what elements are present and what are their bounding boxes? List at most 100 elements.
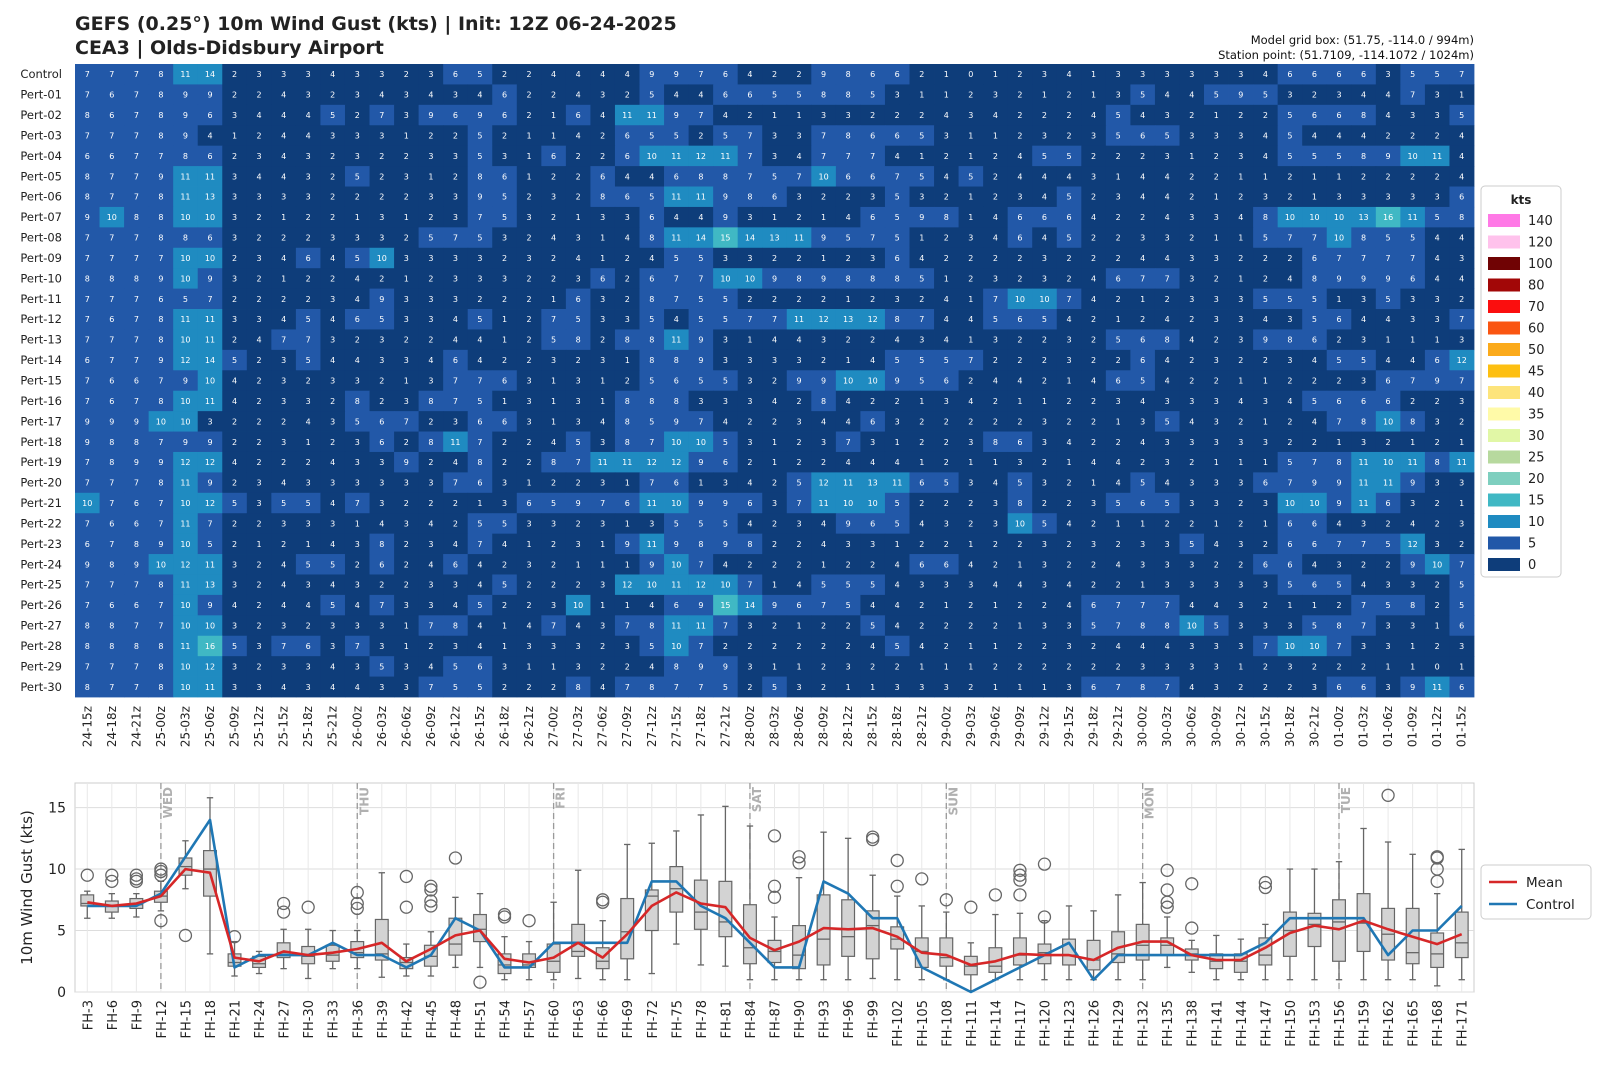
heatmap-cell: [418, 64, 444, 85]
legend-frame: [1480, 864, 1592, 920]
heatmap-cell: [173, 145, 199, 167]
heatmap-cell-label: 6: [1459, 683, 1464, 692]
heatmap-cell-label: 2: [846, 254, 851, 263]
heatmap-cell: [173, 206, 199, 228]
heatmap-cell: [983, 288, 1009, 310]
heatmap-cell: [1204, 104, 1229, 126]
heatmap-cell: [1007, 635, 1033, 657]
heatmap-cell-label: 4: [1165, 642, 1170, 651]
heatmap-cell: [1179, 390, 1205, 412]
heatmap-cell-label: 6: [306, 642, 311, 651]
x-tick-label: FH-117: [1014, 1000, 1029, 1047]
heatmap-cell-label: 3: [257, 642, 262, 651]
heatmap-cell-label: 2: [968, 519, 973, 528]
heatmap-cell: [124, 247, 150, 269]
heatmap-cell-label: 1: [1140, 581, 1145, 590]
heatmap-cell-label: 10: [1334, 213, 1344, 222]
heatmap-cell-label: 3: [600, 581, 605, 590]
heatmap-cell-label: 6: [477, 417, 482, 426]
heatmap-cell: [1351, 329, 1377, 351]
heatmap-cell-label: 4: [1263, 152, 1268, 161]
heatmap-cell-label: 2: [968, 601, 973, 610]
heatmap-cell-label: 2: [428, 642, 433, 651]
heatmap-cell: [860, 227, 886, 249]
heatmap-cell-label: 4: [772, 336, 777, 345]
heatmap-cell: [1032, 554, 1058, 575]
heatmap-cell-label: 5: [1410, 234, 1415, 243]
heatmap-cell: [1277, 594, 1303, 616]
heatmap-cell: [1351, 370, 1377, 392]
heatmap-cell: [1007, 186, 1033, 208]
heatmap-cell-label: 6: [109, 601, 114, 610]
heatmap-cell-label: 4: [576, 70, 581, 79]
heatmap-cell-label: 3: [1410, 295, 1415, 304]
heatmap-cell: [1400, 594, 1426, 616]
heatmap-row-label: Pert-13: [20, 333, 62, 347]
heatmap-cell: [222, 594, 248, 616]
heatmap-cell: [394, 411, 420, 432]
heatmap-cell: [222, 533, 248, 555]
heatmap-cell: [541, 186, 567, 208]
heatmap-cell: [639, 227, 665, 249]
heatmap-cell-label: 7: [600, 499, 605, 508]
heatmap-cell-label: 7: [1116, 683, 1121, 692]
heatmap-cell-label: 2: [1361, 662, 1366, 671]
heatmap-cell-label: 9: [821, 70, 826, 79]
heatmap-cell: [1105, 513, 1131, 535]
heatmap-cell-label: 3: [600, 622, 605, 631]
heatmap-cell: [516, 431, 542, 453]
heatmap-cell-label: 10: [868, 377, 878, 386]
heatmap-cell-label: 4: [306, 131, 311, 140]
heatmap-cell-label: 5: [772, 172, 777, 181]
heatmap-cell: [1032, 247, 1058, 269]
heatmap-cell-label: 4: [1459, 234, 1464, 243]
heatmap-cell: [1179, 492, 1205, 514]
heatmap-cell-label: 2: [1263, 356, 1268, 365]
heatmap-cell-label: 9: [698, 499, 703, 508]
heatmap-cell-label: 2: [502, 683, 507, 692]
box-flier: [767, 829, 782, 843]
heatmap-cell: [1424, 451, 1450, 473]
heatmap-cell-label: 5: [1017, 479, 1022, 488]
heatmap-cell: [983, 145, 1009, 167]
heatmap-cell-label: 1: [527, 540, 532, 549]
heatmap-cell: [713, 554, 739, 575]
heatmap-cell: [271, 125, 297, 147]
heatmap-cell-label: 1: [404, 642, 409, 651]
heatmap-cell-label: 7: [1336, 254, 1341, 263]
heatmap-cell: [614, 594, 640, 616]
heatmap-cell: [1449, 615, 1475, 637]
heatmap-cell-label: 3: [428, 540, 433, 549]
heatmap-cell-label: 8: [134, 438, 139, 447]
heatmap-cell: [1154, 145, 1180, 167]
heatmap-cell: [590, 206, 616, 228]
heatmap-cell-label: 11: [205, 397, 215, 406]
heatmap-cell: [1032, 145, 1058, 167]
heatmap-col-label: 26-21z: [522, 706, 536, 747]
heatmap-cell-label: 7: [1361, 540, 1366, 549]
heatmap-cell-label: 5: [1312, 295, 1317, 304]
heatmap-cell-label: 3: [330, 417, 335, 426]
heatmap-cell: [565, 145, 591, 167]
heatmap-cell: [369, 390, 395, 412]
heatmap-cell: [295, 268, 321, 290]
heatmap-cell-label: 3: [1386, 642, 1391, 651]
heatmap-cell-label: 3: [1263, 397, 1268, 406]
heatmap-cell-label: 8: [109, 622, 114, 631]
heatmap-cell: [1375, 329, 1401, 351]
heatmap-cell-label: 2: [1091, 438, 1096, 447]
heatmap-cell-label: 2: [1066, 417, 1071, 426]
heatmap-cell-label: 4: [551, 234, 556, 243]
heatmap-cell-label: 2: [502, 295, 507, 304]
heatmap-cell-label: 4: [232, 458, 237, 467]
heatmap-cell-label: 2: [968, 417, 973, 426]
heatmap-cell: [320, 288, 346, 310]
heatmap-col-label: 26-18z: [498, 706, 512, 747]
heatmap-cell: [1424, 472, 1450, 494]
heatmap-cell: [295, 288, 321, 310]
heatmap-cell: [99, 390, 125, 412]
heatmap-cell: [1179, 513, 1205, 535]
heatmap-cell-label: 3: [306, 479, 311, 488]
heatmap-cell: [295, 145, 321, 167]
heatmap-cell-label: 3: [1410, 193, 1415, 202]
